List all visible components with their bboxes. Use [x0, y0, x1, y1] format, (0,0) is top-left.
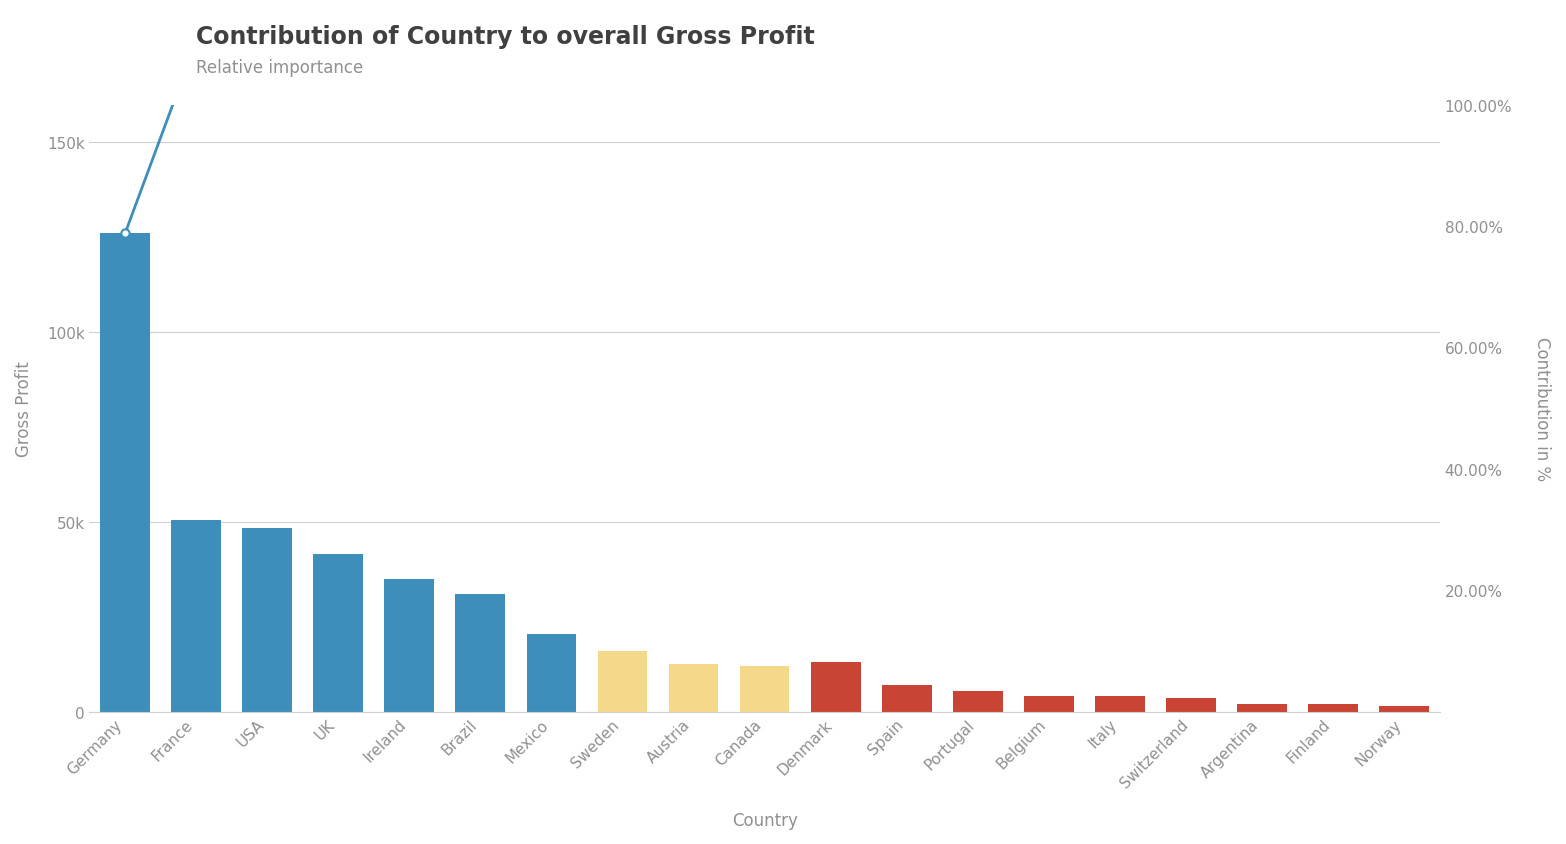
Bar	[952, 691, 1002, 711]
Bar	[669, 664, 719, 711]
Bar	[313, 555, 363, 711]
Bar	[456, 594, 506, 711]
Bar	[1380, 706, 1430, 711]
Y-axis label: Gross Profit: Gross Profit	[16, 360, 33, 457]
Bar	[171, 520, 221, 711]
Bar	[1308, 704, 1358, 711]
Bar	[598, 651, 647, 711]
Bar	[243, 528, 291, 711]
Text: Relative importance: Relative importance	[196, 59, 363, 77]
Bar	[526, 634, 576, 711]
X-axis label: Country: Country	[731, 811, 797, 829]
Bar	[384, 579, 434, 711]
Bar	[811, 663, 861, 711]
Bar	[882, 685, 932, 711]
Y-axis label: Contribution in %: Contribution in %	[1533, 337, 1550, 480]
Bar	[1024, 696, 1074, 711]
Bar	[1167, 698, 1215, 711]
Bar	[1237, 704, 1287, 711]
Bar	[100, 235, 150, 711]
Text: Contribution of Country to overall Gross Profit: Contribution of Country to overall Gross…	[196, 25, 814, 49]
Bar	[1095, 695, 1145, 711]
Bar	[739, 666, 789, 711]
